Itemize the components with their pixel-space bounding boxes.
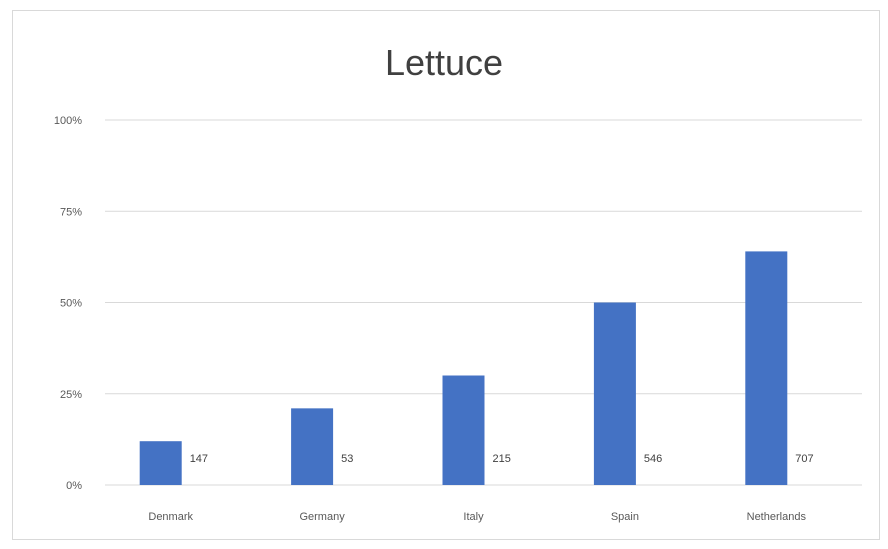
bar — [745, 251, 788, 485]
y-tick-label: 0% — [66, 480, 82, 492]
data-label: 53 — [341, 453, 353, 465]
bar — [139, 441, 182, 485]
chart-title: Lettuce — [384, 42, 504, 83]
y-tick-label: 75% — [60, 206, 82, 218]
data-label: 215 — [493, 453, 511, 465]
bar — [593, 302, 636, 485]
x-tick-label: Denmark — [148, 511, 193, 523]
data-label: 707 — [795, 453, 813, 465]
x-tick-label: Spain — [611, 511, 639, 523]
x-tick-label: Germany — [299, 511, 345, 523]
x-tick-label: Italy — [463, 511, 484, 523]
data-label: 546 — [644, 453, 662, 465]
x-tick-label: Netherlands — [747, 511, 807, 523]
y-tick-label: 50% — [60, 298, 82, 310]
y-tick-label: 25% — [60, 389, 82, 401]
bar — [291, 408, 334, 485]
data-label: 147 — [190, 453, 208, 465]
y-tick-label: 100% — [54, 115, 82, 127]
bar — [442, 375, 485, 485]
